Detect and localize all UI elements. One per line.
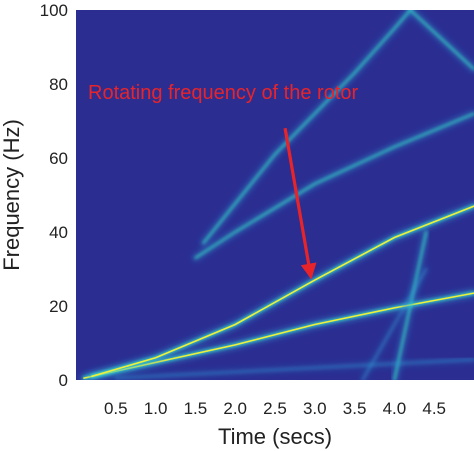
ridge-7 [113, 357, 474, 380]
x-tick-label: 4.5 [422, 399, 446, 418]
x-tick-label: 0.5 [104, 399, 128, 418]
y-tick-label: 40 [49, 223, 68, 242]
x-tick-label: 1.0 [144, 399, 168, 418]
ridge-0 [80, 289, 474, 380]
y-tick-label: 20 [49, 297, 68, 316]
x-axis-ticks: 0.5 1.0 1.5 2.0 2.5 3.0 3.5 4.0 4.5 [104, 399, 446, 418]
y-axis-ticks: 0 20 40 60 80 100 [40, 1, 68, 390]
x-tick-label: 3.5 [343, 399, 367, 418]
y-axis-label: Frequency (Hz) [0, 119, 24, 271]
y-tick-label: 0 [59, 371, 68, 390]
spectral-ridges [76, 10, 474, 380]
annotation-label: Rotating frequency of the rotor [88, 82, 358, 104]
y-tick-label: 60 [49, 149, 68, 168]
y-tick-label: 100 [40, 1, 68, 20]
ridge-2 [192, 110, 474, 261]
annotation-arrow [283, 127, 317, 280]
x-tick-label: 1.5 [184, 399, 208, 418]
plot-background [76, 10, 474, 380]
annotations: Rotating frequency of the rotor [88, 82, 358, 280]
x-tick-label: 4.0 [383, 399, 407, 418]
x-tick-label: 2.5 [263, 399, 287, 418]
ridge-4 [407, 10, 474, 73]
ridge-6 [360, 267, 429, 380]
x-tick-label: 3.0 [303, 399, 327, 418]
ridge-5 [391, 229, 430, 380]
ridge-3 [200, 10, 414, 247]
y-tick-label: 80 [49, 75, 68, 94]
x-tick-label: 2.0 [223, 399, 247, 418]
x-axis-label: Time (secs) [218, 424, 332, 449]
ridge-1 [88, 202, 474, 380]
